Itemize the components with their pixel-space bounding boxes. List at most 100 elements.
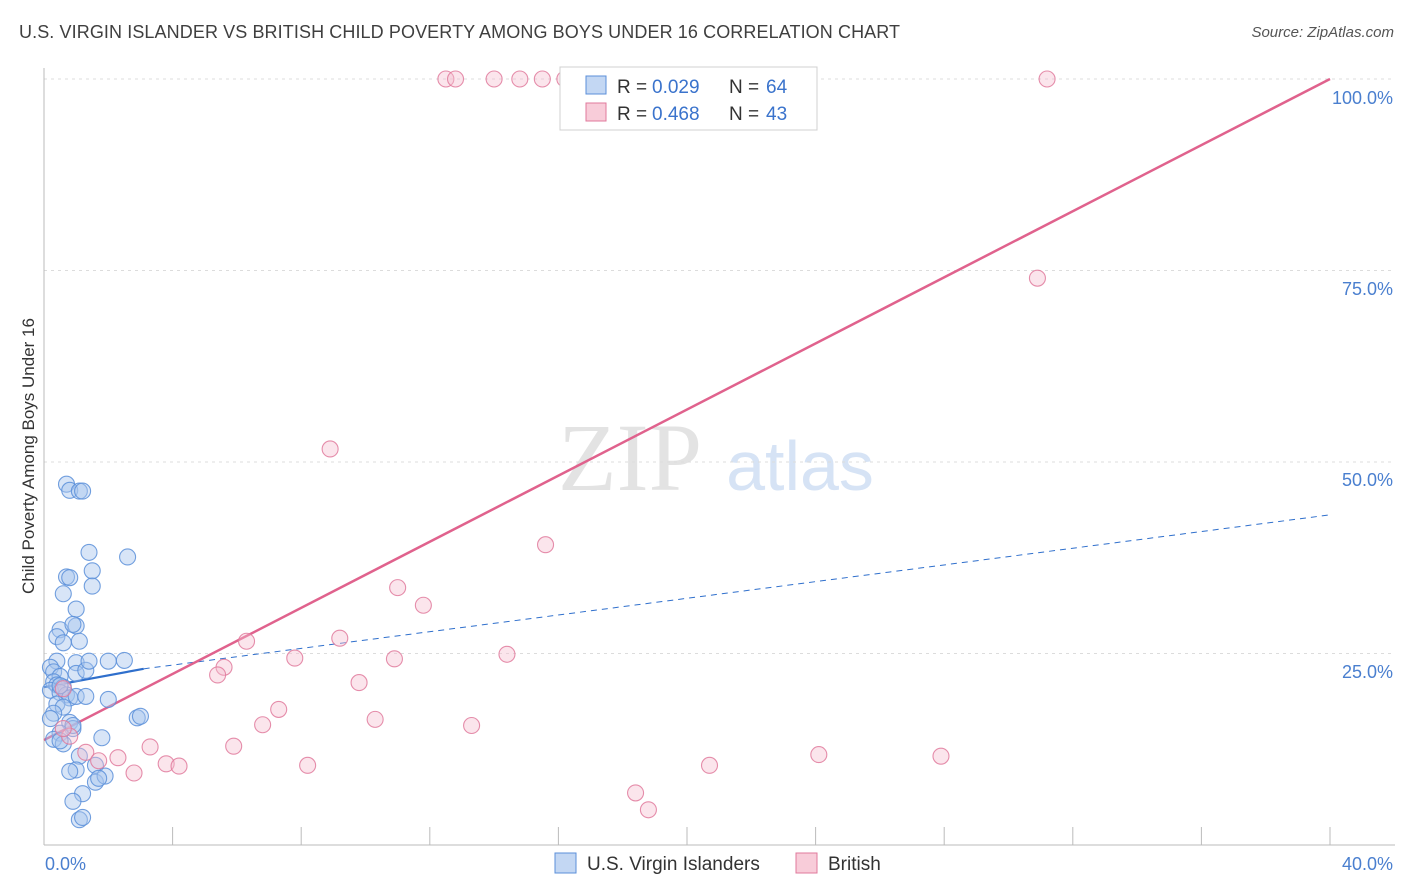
point-virgin-islanders xyxy=(74,482,92,500)
legend-n-label-2: N = xyxy=(729,104,759,125)
point-british xyxy=(237,632,256,650)
point-virgin-islanders xyxy=(61,569,79,587)
point-virgin-islanders xyxy=(80,652,98,670)
legend-r-value-2: 0.468 xyxy=(652,104,700,125)
point-british xyxy=(125,764,143,782)
point-virgin-islanders xyxy=(86,756,104,774)
point-british xyxy=(810,746,828,764)
point-virgin-islanders xyxy=(67,761,85,779)
point-british xyxy=(157,755,175,773)
bottom-legend-swatch-pink xyxy=(795,852,818,874)
point-british xyxy=(1028,269,1046,287)
trend-lines xyxy=(43,77,1331,742)
point-virgin-islanders xyxy=(74,808,92,826)
point-virgin-islanders xyxy=(64,792,82,810)
grid-lines xyxy=(44,78,1395,654)
point-british xyxy=(389,579,407,597)
point-british xyxy=(270,700,288,718)
legend-r-label-1: R = xyxy=(617,77,647,98)
point-british xyxy=(385,650,403,668)
y-tick-label-50: 50.0% xyxy=(1342,470,1393,490)
point-virgin-islanders xyxy=(64,615,82,633)
point-virgin-islanders xyxy=(45,704,63,722)
point-virgin-islanders xyxy=(90,769,108,787)
bottom-legend-label-british: British xyxy=(828,854,881,875)
point-british xyxy=(446,70,465,88)
point-virgin-islanders xyxy=(96,767,114,785)
point-british xyxy=(533,70,551,88)
bottom-legend-swatch-blue xyxy=(554,852,577,874)
trend-line-virgin-islanders-dashed xyxy=(143,514,1331,670)
point-virgin-islanders xyxy=(83,577,101,595)
point-virgin-islanders xyxy=(70,811,88,829)
point-virgin-islanders xyxy=(54,698,72,716)
point-british xyxy=(141,738,159,756)
point-virgin-islanders xyxy=(64,716,82,735)
point-virgin-islanders xyxy=(67,664,85,682)
legend-n-value-2: 43 xyxy=(766,104,787,125)
point-british xyxy=(331,629,349,647)
point-british xyxy=(321,440,339,458)
point-british xyxy=(437,70,455,88)
axes xyxy=(43,68,1395,846)
point-british xyxy=(639,801,657,819)
point-virgin-islanders xyxy=(83,562,101,580)
point-virgin-islanders xyxy=(48,628,66,646)
point-virgin-islanders xyxy=(61,481,79,499)
point-virgin-islanders xyxy=(61,762,79,781)
legend-r-label-2: R = xyxy=(617,104,647,125)
point-virgin-islanders xyxy=(80,543,98,561)
chart-title: U.S. VIRGIN ISLANDER VS BRITISH CHILD PO… xyxy=(19,22,901,42)
y-tick-label-25: 25.0% xyxy=(1342,662,1393,682)
trend-line-british xyxy=(43,77,1331,742)
point-british xyxy=(932,747,950,765)
point-british xyxy=(350,674,368,692)
point-british xyxy=(485,70,503,88)
point-virgin-islanders xyxy=(51,677,69,695)
point-british xyxy=(1038,70,1056,88)
point-british xyxy=(299,756,317,774)
legend-swatch-pink xyxy=(585,102,607,122)
point-virgin-islanders xyxy=(115,651,133,669)
point-virgin-islanders xyxy=(41,710,59,728)
source-label: Source: ZipAtlas.com xyxy=(1251,24,1394,41)
watermark-atlas: atlas xyxy=(726,427,874,505)
point-british xyxy=(463,716,481,735)
point-british xyxy=(77,743,95,761)
point-virgin-islanders xyxy=(67,687,85,705)
point-virgin-islanders xyxy=(77,687,95,705)
point-virgin-islanders xyxy=(45,730,63,748)
point-british xyxy=(498,645,516,663)
point-virgin-islanders xyxy=(54,634,72,652)
point-british xyxy=(170,757,188,775)
point-british xyxy=(225,737,243,755)
point-virgin-islanders xyxy=(131,707,149,725)
y-axis-label: Child Poverty Among Boys Under 16 xyxy=(19,318,38,594)
point-british xyxy=(700,756,719,774)
point-british xyxy=(109,749,127,767)
point-virgin-islanders xyxy=(77,661,95,679)
point-virgin-islanders xyxy=(119,548,137,566)
point-british xyxy=(209,666,227,684)
point-british xyxy=(254,716,272,734)
x-tick-label-max: 40.0% xyxy=(1342,854,1393,874)
watermark-zip: ZIP xyxy=(558,404,702,511)
y-tick-label-75: 75.0% xyxy=(1342,279,1393,299)
point-virgin-islanders xyxy=(67,600,85,618)
data-points xyxy=(41,70,1056,829)
point-british xyxy=(54,680,72,698)
point-british xyxy=(414,596,432,614)
point-virgin-islanders xyxy=(54,585,72,603)
bottom-legend-label-virgin-islanders: U.S. Virgin Islanders xyxy=(587,854,760,875)
legend-r-value-1: 0.029 xyxy=(652,77,700,98)
point-virgin-islanders xyxy=(70,632,88,650)
point-virgin-islanders xyxy=(99,690,117,709)
legend-swatch-blue xyxy=(585,75,607,95)
point-british xyxy=(511,70,529,88)
point-british xyxy=(366,710,384,728)
point-british xyxy=(286,649,304,667)
x-tick-label-min: 0.0% xyxy=(45,854,86,874)
point-british xyxy=(90,752,108,770)
legend-n-value-1: 64 xyxy=(766,77,788,98)
